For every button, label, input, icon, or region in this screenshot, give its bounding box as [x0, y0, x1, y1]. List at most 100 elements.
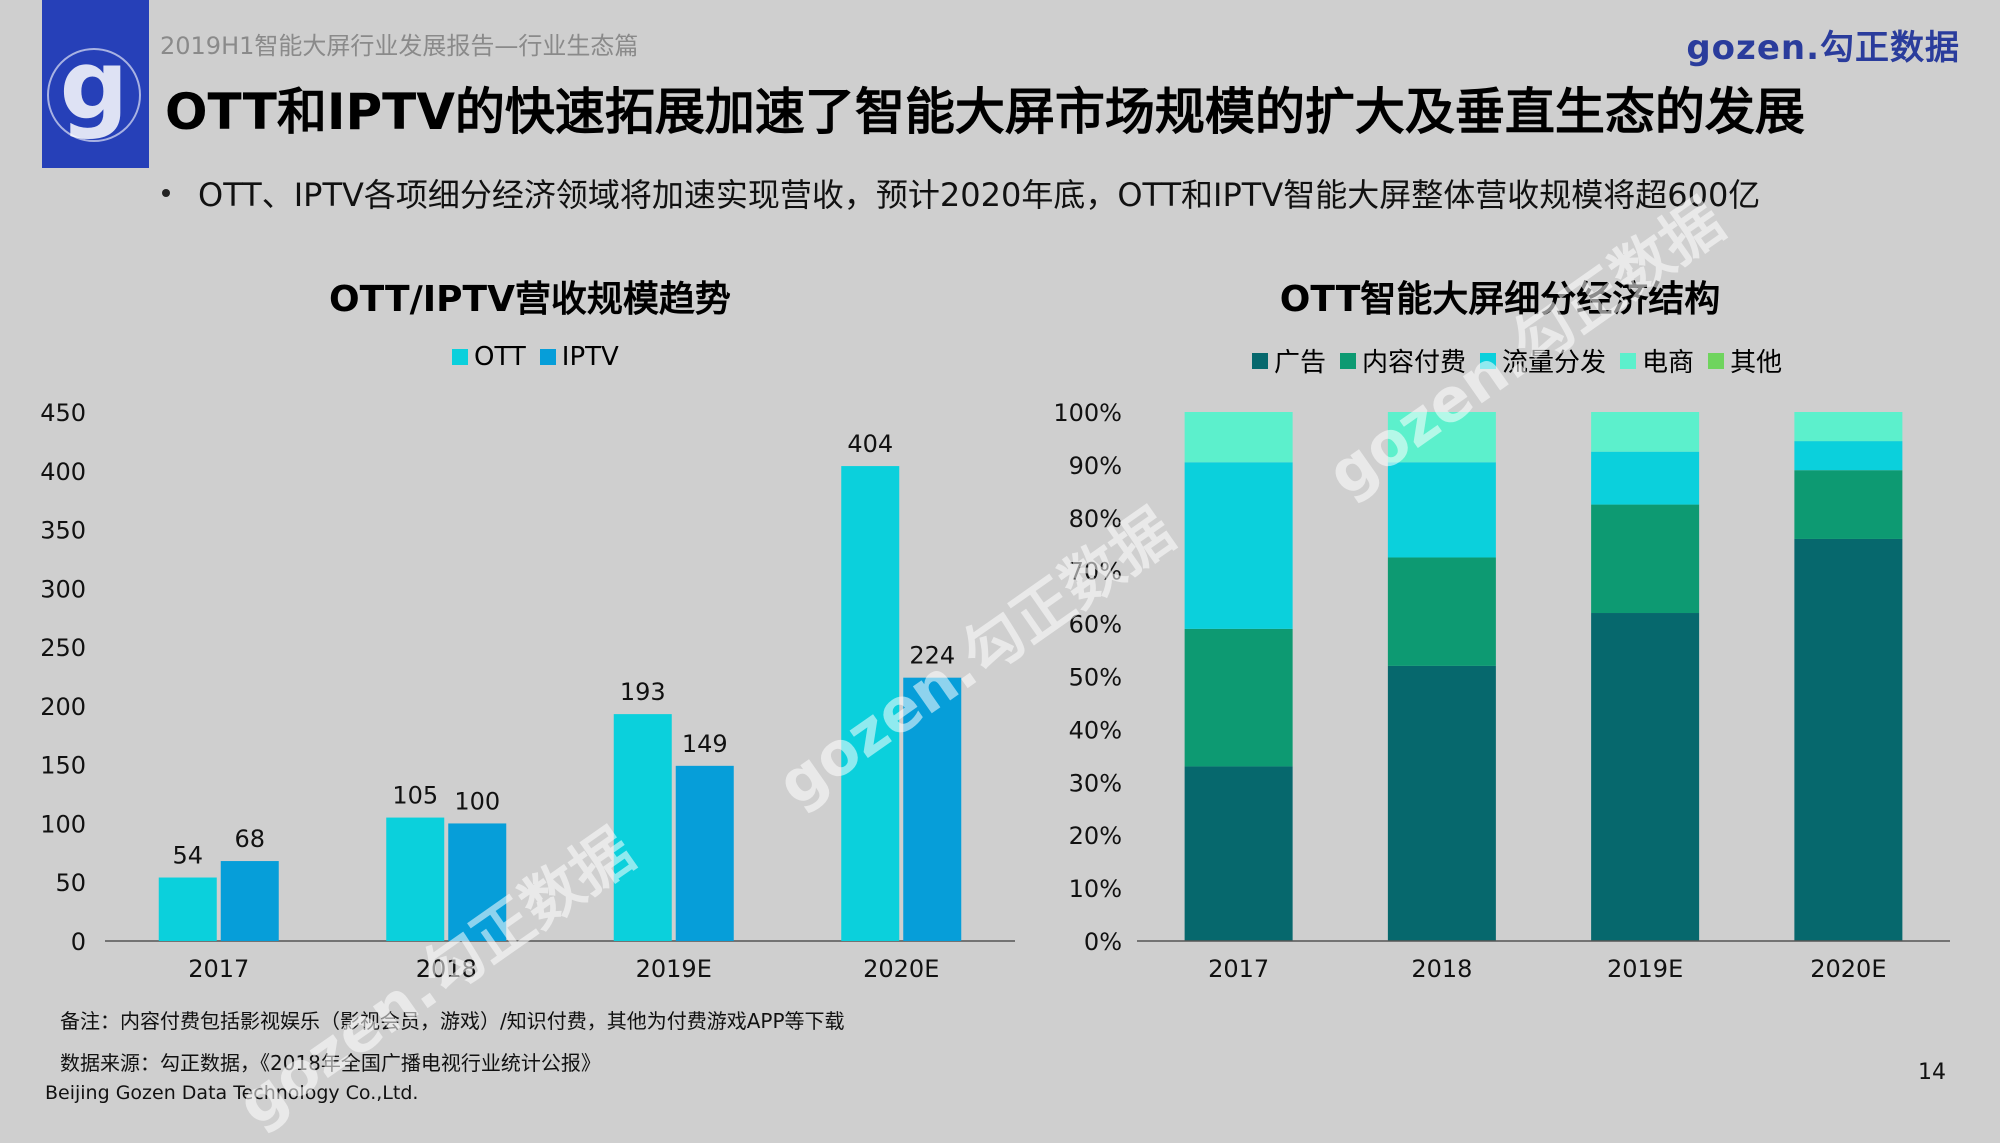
stack-segment: [1184, 628, 1293, 767]
stack-segment: [1794, 470, 1903, 539]
y-tick-label: 30%: [1069, 769, 1122, 797]
x-tick-label: 2017: [188, 955, 249, 983]
stack-segment: [1794, 412, 1903, 442]
summary-bullet: OTT、IPTV各项细分经济领域将加速实现营收，预计2020年底，OTT和IPT…: [162, 170, 1760, 216]
x-tick-label: 2018: [416, 955, 477, 983]
y-tick-label: 60%: [1069, 611, 1122, 639]
page-headline: OTT和IPTV的快速拓展加速了智能大屏市场规模的扩大及垂直生态的发展: [165, 83, 1805, 141]
legend-label-traffic: 流量分发: [1502, 348, 1607, 378]
stack-segment: [1591, 451, 1700, 505]
bullet-dot-icon: [162, 189, 170, 197]
legend-swatch-iptv: [539, 349, 556, 365]
y-tick-label: 100%: [1053, 399, 1122, 427]
x-tick-label: 2019E: [636, 955, 712, 983]
stack-segment: [1591, 613, 1700, 941]
stack-segment: [1387, 462, 1496, 558]
bar-iptv: [448, 823, 507, 941]
data-label: 100: [454, 787, 500, 815]
structure-chart-legend: 广告 内容付费 流量分发 电商 其他: [1252, 342, 1782, 379]
legend-swatch-other: [1708, 352, 1725, 369]
y-tick-label: 350: [40, 517, 86, 545]
data-label: 149: [682, 730, 728, 758]
revenue-bar-chart: 0 50 100 150 200 250 300 350 400 450 2017 54 68 2018 1…: [40, 399, 1015, 983]
y-tick-label: 80%: [1069, 505, 1122, 533]
y-tick-label: 40%: [1069, 716, 1122, 744]
bar-ott: [386, 817, 445, 941]
data-label: 54: [172, 842, 203, 870]
bar-iptv: [903, 677, 962, 941]
summary-bullet-text: OTT、IPTV各项细分经济领域将加速实现营收，预计2020年底，OTT和IPT…: [198, 176, 1761, 214]
x-tick-label: 2020E: [1810, 955, 1886, 983]
y-tick-label: 0%: [1084, 928, 1122, 956]
legend-label-ads: 广告: [1274, 348, 1327, 378]
stack-segment: [1184, 462, 1293, 629]
y-tick-label: 100: [40, 810, 86, 838]
stack-segment: [1387, 412, 1496, 463]
legend-swatch-ads: [1252, 352, 1268, 369]
data-label: 68: [234, 825, 265, 853]
y-tick-label: 90%: [1069, 452, 1122, 480]
legend-item-content: 内容付费: [1340, 342, 1466, 379]
brand-logo: gozen.勾正数据: [1686, 28, 1960, 68]
legend-item-other: 其他: [1708, 342, 1782, 379]
stack-segment: [1184, 766, 1293, 941]
company-footer: Beijing Gozen Data Technology Co.,Ltd.: [45, 1082, 419, 1104]
source-note: 数据来源：勾正数据，《2018年全国广播电视行业统计公报》: [60, 1051, 601, 1075]
y-tick-label: 50%: [1069, 664, 1122, 692]
report-title: 2019H1智能大屏行业发展报告—行业生态篇: [160, 32, 639, 60]
legend-item-ott: OTT: [452, 342, 526, 372]
y-tick-label: 50: [55, 869, 86, 897]
legend-item-traffic: 流量分发: [1480, 342, 1606, 379]
y-tick-label: 300: [40, 575, 86, 603]
legend-label-ott: OTT: [474, 342, 526, 372]
y-tick-label: 0: [71, 928, 86, 956]
legend-item-ads: 广告: [1252, 342, 1326, 379]
revenue-chart-title: OTT/IPTV营收规模趋势: [329, 279, 731, 320]
revenue-chart-legend: OTT IPTV: [452, 342, 619, 372]
structure-chart-title: OTT智能大屏细分经济结构: [1279, 279, 1721, 320]
legend-item-iptv: IPTV: [539, 342, 619, 372]
svg-text:g: g: [60, 29, 129, 141]
legend-swatch-ott: [452, 349, 468, 365]
page-number: 14: [1918, 1060, 1946, 1085]
legend-swatch-ecommerce: [1620, 352, 1637, 369]
bar-iptv: [220, 861, 279, 941]
data-label: 224: [909, 642, 955, 670]
stack-segment: [1591, 412, 1700, 452]
legend-label-ecommerce: 电商: [1642, 348, 1695, 378]
y-tick-label: 450: [40, 399, 86, 427]
x-tick-label: 2018: [1411, 955, 1472, 983]
legend-label-iptv: IPTV: [561, 342, 619, 372]
y-tick-label: 200: [40, 693, 86, 721]
stack-segment: [1794, 538, 1903, 941]
x-tick-label: 2019E: [1607, 955, 1683, 983]
bar-ott: [158, 877, 217, 941]
stack-segment: [1184, 412, 1293, 463]
y-tick-label: 70%: [1069, 558, 1122, 586]
x-tick-label: 2017: [1208, 955, 1269, 983]
data-label: 193: [620, 678, 666, 706]
gozen-g-logo-icon: g: [47, 29, 141, 142]
bar-ott: [613, 714, 672, 941]
bar-iptv: [675, 765, 734, 941]
data-label: 404: [847, 430, 893, 458]
structure-stacked-chart: 0% 10% 20% 30% 40% 50% 60% 70% 80% 90% 100% 2017 201…: [1053, 399, 1950, 983]
stack-segment: [1591, 504, 1700, 614]
remark-note: 备注：内容付费包括影视娱乐（影视会员，游戏）/知识付费，其他为付费游戏APP等下…: [60, 1009, 845, 1033]
gozen-logo-block: g: [42, 0, 149, 168]
bar-ott: [841, 466, 900, 941]
x-tick-label: 2020E: [863, 955, 939, 983]
legend-swatch-traffic: [1480, 352, 1497, 369]
legend-label-other: 其他: [1730, 348, 1783, 378]
stack-segment: [1387, 665, 1496, 941]
y-tick-label: 20%: [1069, 822, 1122, 850]
y-tick-label: 10%: [1069, 875, 1122, 903]
stack-segment: [1794, 441, 1903, 471]
y-tick-label: 400: [40, 458, 86, 486]
legend-label-content: 内容付费: [1362, 348, 1467, 378]
data-label: 105: [392, 782, 438, 810]
legend-swatch-content: [1340, 352, 1357, 369]
y-tick-label: 150: [40, 752, 86, 780]
y-tick-label: 250: [40, 634, 86, 662]
stack-segment: [1387, 557, 1496, 666]
